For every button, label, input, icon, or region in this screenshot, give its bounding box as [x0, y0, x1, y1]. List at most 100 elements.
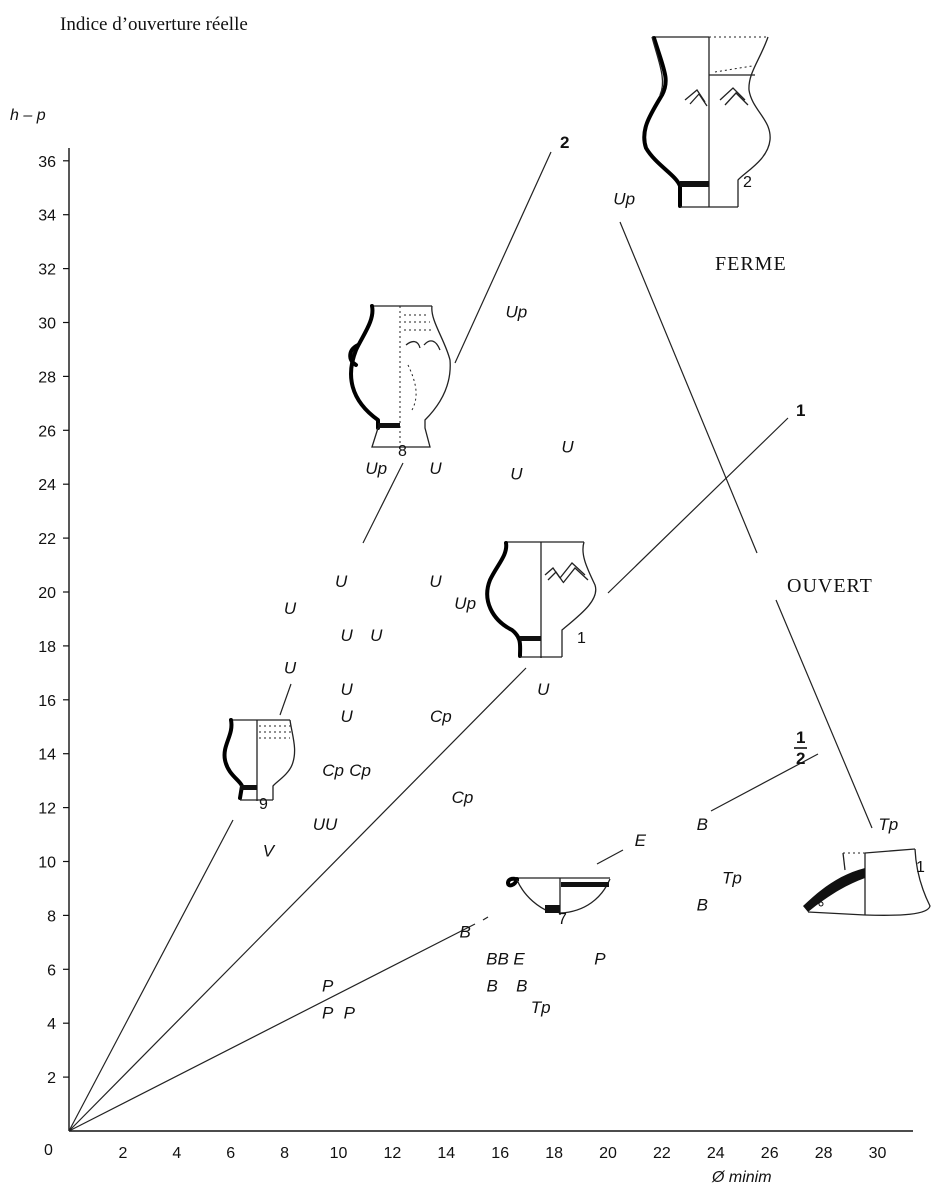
y-tick-label: 26 [38, 423, 56, 440]
ratio-line-1-seg-1 [68, 667, 527, 1132]
x-tick-label: 10 [330, 1145, 348, 1162]
vessel-drawing-9: 9 [222, 718, 296, 813]
data-point-label: B [486, 976, 497, 995]
vessel-number-1b: 1 [916, 859, 925, 876]
y-tick-label: 18 [38, 639, 56, 656]
ratio-line-2-seg-2 [279, 683, 292, 716]
data-point-label: Up [613, 190, 635, 209]
x-tick-label: 16 [491, 1145, 509, 1162]
ratio-line-2-seg-4 [454, 151, 552, 364]
vessel-drawing-1b: 1 [803, 848, 931, 916]
y-tick-label: 34 [38, 208, 56, 225]
data-point-label: U [340, 626, 353, 645]
data-point-label: P [344, 1003, 356, 1022]
vessel-drawing-2: 2 [642, 36, 771, 208]
data-point-label: Cp [430, 707, 452, 726]
data-point-label: E [635, 831, 647, 850]
x-tick-label: 22 [653, 1145, 671, 1162]
y-tick-label: 12 [38, 801, 56, 818]
vessel-drawing-1: 1 [485, 541, 597, 658]
data-point-label: B [697, 896, 708, 915]
data-point-label: U [429, 572, 442, 591]
ratio-line-half-seg-2 [482, 916, 489, 921]
x-tick-label: 24 [707, 1145, 725, 1162]
ratio-line-2-seg-3 [362, 462, 404, 544]
y-tick-label: 4 [47, 1016, 56, 1033]
data-point-label: B [516, 976, 527, 995]
y-tick-label: 32 [38, 262, 56, 279]
y-tick-label: 22 [38, 531, 56, 548]
y-tick-label: 24 [38, 477, 56, 494]
ratio-line-1-seg-2 [607, 417, 789, 594]
data-point-label: U [335, 572, 348, 591]
data-point-label: U [537, 680, 550, 699]
ratio-line-half-seg-1 [68, 923, 476, 1132]
data-point-label: U [284, 599, 297, 618]
x-tick-label: 18 [545, 1145, 563, 1162]
x-tick-label: 6 [226, 1145, 235, 1162]
data-point-label: U [284, 658, 297, 677]
y-tick-label: 2 [47, 1070, 56, 1087]
zone-label-ouvert: OUVERT [787, 575, 873, 597]
data-point-label: U [340, 707, 353, 726]
data-point-label: E [513, 950, 525, 969]
data-point-label: U [561, 437, 574, 456]
ratio-label-1: 1 [796, 401, 805, 420]
data-point-label: B [697, 815, 708, 834]
data-point-label: Cp [349, 761, 371, 780]
y-tick-label: 10 [38, 855, 56, 872]
y-tick-label: 16 [38, 693, 56, 710]
ratio-line-half-seg-4 [710, 753, 819, 812]
x-tick-label: 14 [437, 1145, 455, 1162]
origin-label: 0 [44, 1142, 53, 1159]
data-point-label: U [340, 680, 353, 699]
vessel-number-8: 8 [398, 443, 407, 460]
ratio-label-2: 2 [560, 133, 569, 152]
data-point-label: BB [486, 950, 509, 969]
data-point-label: Up [365, 459, 387, 478]
y-tick-label: 8 [47, 908, 56, 925]
vessel-number-7: 7 [558, 911, 567, 928]
data-point-label: Up [506, 303, 528, 322]
x-tick-label: 12 [384, 1145, 402, 1162]
y-tick-label: 36 [38, 154, 56, 171]
data-point-label: U [370, 626, 383, 645]
data-point-label: Cp [452, 788, 474, 807]
data-point-label: Tp [878, 815, 898, 834]
y-tick-label: 30 [38, 316, 56, 333]
x-tick-label: 26 [761, 1145, 779, 1162]
axis-ticks: 2 4 6 8 10 12 14 16 18 20 22 24 26 28 3024681012141618… [38, 154, 886, 1162]
data-point-label: Cp [322, 761, 344, 780]
y-axis-title: h – p [10, 107, 46, 124]
x-tick-label: 20 [599, 1145, 617, 1162]
ratio-line-2-seg-1 [68, 819, 234, 1132]
vessel-number-9: 9 [259, 796, 268, 813]
data-point-label: UU [313, 815, 338, 834]
x-tick-label: 8 [280, 1145, 289, 1162]
data-point-label: B [459, 923, 470, 942]
vessel-number-1a: 1 [577, 630, 586, 647]
chart-title: Indice d’ouverture réelle [60, 14, 248, 35]
vessel-drawing-7: 7 [506, 876, 611, 928]
x-tick-label: 4 [172, 1145, 181, 1162]
y-tick-label: 28 [38, 369, 56, 386]
vessel-number-2: 2 [743, 174, 752, 191]
data-point-label: P [594, 950, 606, 969]
boundary-line-seg-2 [775, 599, 873, 829]
data-point-label: P [322, 976, 334, 995]
ratio-label-half-den: 2 [796, 749, 805, 768]
x-axis-title: Ø minim [711, 1169, 772, 1186]
y-tick-label: 14 [38, 747, 56, 764]
data-point-label: V [263, 842, 276, 861]
data-point-label: P [322, 1003, 334, 1022]
boundary-line-seg-1 [619, 221, 758, 554]
zone-label-ferme: FERME [715, 253, 787, 275]
x-tick-label: 30 [869, 1145, 887, 1162]
y-tick-label: 20 [38, 585, 56, 602]
data-point-label: U [429, 459, 442, 478]
ratio-label-half-num: 1 [796, 728, 805, 747]
x-tick-label: 28 [815, 1145, 833, 1162]
data-point-label: Tp [722, 869, 742, 888]
